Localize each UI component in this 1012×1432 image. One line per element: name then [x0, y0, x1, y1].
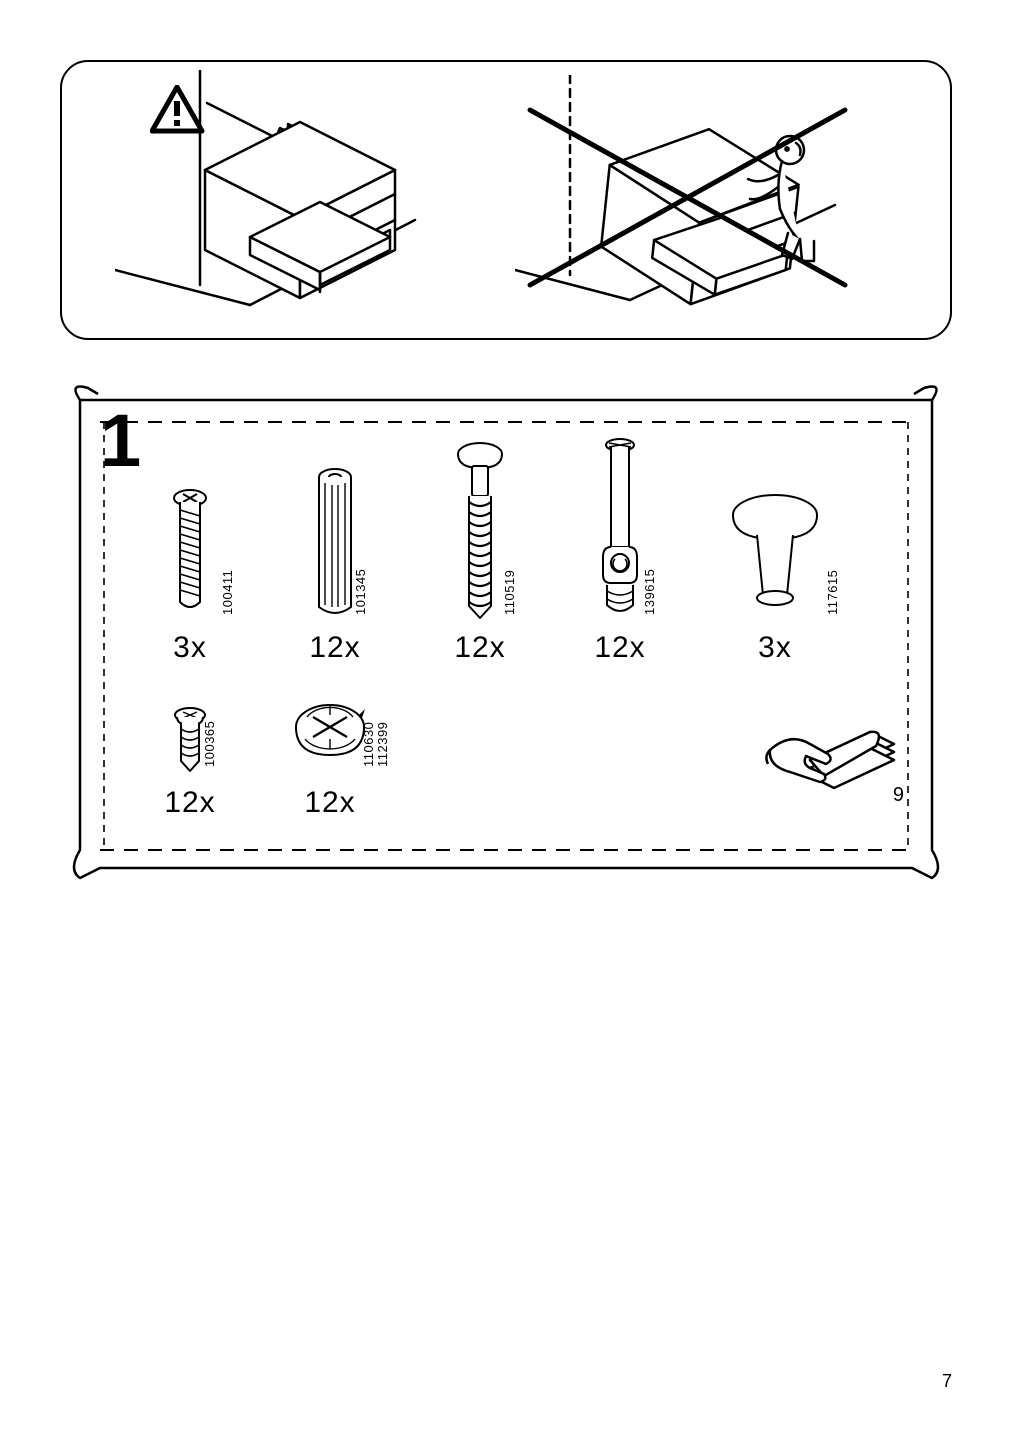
assembly-page: 1 100411 3x — [0, 0, 1012, 1432]
quantity: 12x — [275, 631, 395, 665]
part-number: 100365 — [202, 721, 217, 767]
step-number: 1 — [100, 398, 141, 483]
quantity: 12x — [420, 631, 540, 665]
part-number: 117615 — [825, 570, 840, 615]
hw-screw-100411: 100411 3x — [130, 480, 250, 665]
part-number: 110630 112399 — [362, 722, 391, 767]
quantity: 3x — [705, 631, 845, 665]
quantity: 3x — [130, 631, 250, 665]
quantity: 12x — [260, 786, 400, 820]
hw-camlock-110630: 110630 112399 12x — [260, 695, 400, 820]
correct-use-illustration — [115, 70, 445, 320]
incorrect-use-illustration — [515, 75, 885, 325]
page-number: 7 — [942, 1371, 952, 1392]
hw-screw-110519: 110519 12x — [420, 440, 540, 665]
part-number: 110519 — [502, 570, 517, 615]
sticker-count: 9 — [893, 784, 904, 807]
part-number: 100411 — [220, 570, 235, 615]
hw-screw-100365: 100365 12x — [130, 705, 250, 820]
part-number: 101345 — [353, 569, 368, 615]
part-number: 139615 — [642, 569, 657, 615]
quantity: 12x — [560, 631, 680, 665]
hw-sticker-peel: 9 — [750, 700, 910, 815]
hw-cambolt-139615: 139615 12x — [560, 435, 680, 665]
hw-knob-117615: 117615 3x — [705, 480, 845, 665]
quantity: 12x — [130, 786, 250, 820]
hw-dowel-101345: 101345 12x — [275, 465, 395, 665]
